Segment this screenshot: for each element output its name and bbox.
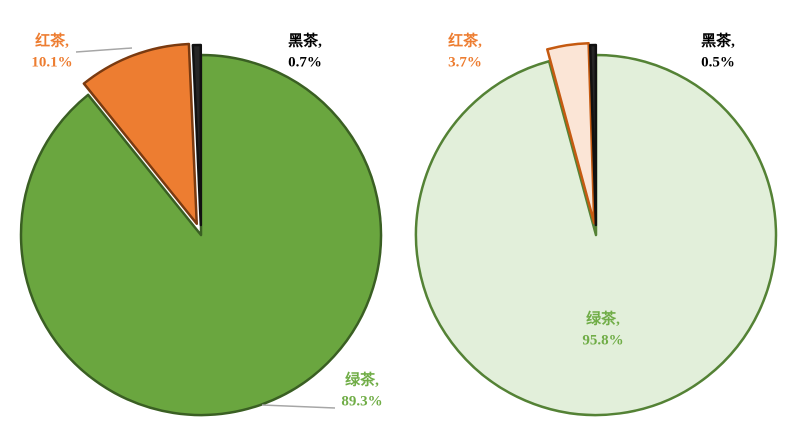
slice-label: 绿茶, — [345, 370, 379, 388]
pie-slice — [19, 53, 383, 417]
pie-slice — [588, 43, 598, 227]
pie-slice — [82, 42, 199, 226]
leader-line — [261, 404, 336, 409]
leader-line — [75, 47, 133, 53]
slice-value-label: 10.1% — [31, 54, 72, 70]
slice-label: 红茶, — [35, 31, 69, 49]
slice-value-label: 89.3% — [341, 393, 382, 409]
slice-value-label: 3.7% — [448, 54, 482, 70]
slice-value-label: 95.8% — [582, 332, 623, 348]
pie-slice — [546, 41, 596, 225]
slice-label: 绿茶, — [586, 309, 620, 327]
pie-slice — [191, 43, 203, 227]
slice-label: 黑茶, — [288, 31, 322, 49]
slice-value-label: 0.7% — [288, 54, 322, 70]
slice-value-label: 0.5% — [701, 54, 735, 70]
slice-label: 红茶, — [448, 31, 482, 49]
slice-label: 黑茶, — [701, 31, 735, 49]
pie-slice — [414, 53, 778, 417]
